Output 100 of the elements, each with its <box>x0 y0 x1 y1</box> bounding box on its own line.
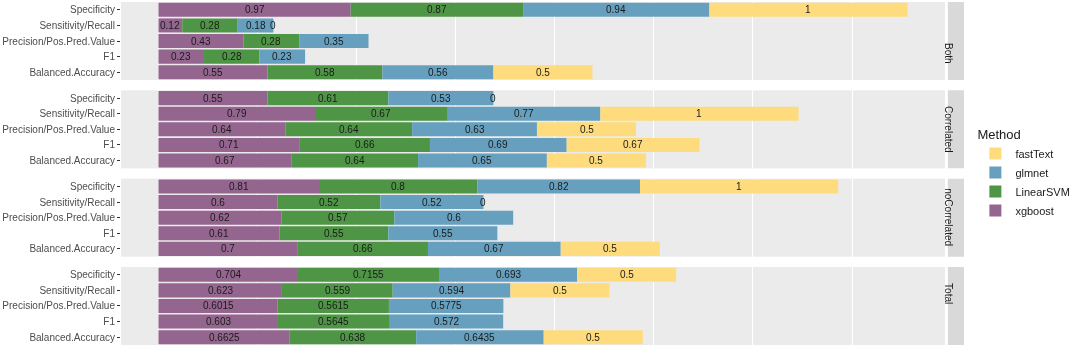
data-label: 0.6015 <box>203 300 235 311</box>
bar <box>640 179 839 194</box>
data-label: 0.52 <box>422 197 442 208</box>
y-tick-label: Balanced.Accuracy <box>29 66 115 78</box>
data-label: 0.559 <box>325 285 351 296</box>
data-label: 0.6 <box>447 212 462 223</box>
data-label: 0.5645 <box>318 316 350 327</box>
bar <box>297 241 428 256</box>
data-label: 0.67 <box>484 243 504 254</box>
y-tick-label: Specificity <box>69 269 115 281</box>
data-label: 0.55 <box>203 93 223 104</box>
data-label: 0.87 <box>427 4 447 15</box>
data-label: 0.594 <box>439 285 465 296</box>
legend-title: Method <box>977 126 1021 142</box>
legend-label: glmnet <box>1015 166 1049 179</box>
text: Total <box>942 283 954 305</box>
bar <box>388 298 504 314</box>
data-label: 0.5 <box>586 332 601 343</box>
data-label: 0.28 <box>261 36 281 47</box>
bar <box>158 298 278 314</box>
data-label: 0.5 <box>603 243 618 254</box>
data-label: 0.5 <box>553 285 568 296</box>
bar <box>493 65 593 80</box>
y-tick-label: F1 <box>103 227 116 239</box>
bar <box>418 153 547 168</box>
data-label: 0.623 <box>208 285 234 296</box>
y-tick-label: Precision/Pos.Pred.Value <box>2 212 116 224</box>
data-label: 0.67 <box>215 155 235 166</box>
bar <box>546 153 646 168</box>
y-tick-label: Sensitivity/Recall <box>39 19 115 31</box>
data-label: 0.55 <box>203 67 223 78</box>
y-tick-label: Balanced.Accuracy <box>29 331 115 343</box>
data-label: 0.23 <box>171 51 191 62</box>
y-tick-label: F1 <box>103 316 116 328</box>
data-label: 1 <box>736 181 742 192</box>
y-tick-label: Balanced.Accuracy <box>29 155 115 167</box>
data-label: 0.67 <box>371 108 391 119</box>
bar <box>277 298 389 314</box>
data-label: 0.79 <box>227 108 247 119</box>
data-label: 0.12 <box>160 20 180 31</box>
data-label: 0.572 <box>434 316 460 327</box>
data-label: 0.603 <box>206 316 232 327</box>
data-label: 1 <box>696 108 702 119</box>
bar <box>382 65 494 80</box>
bar <box>299 137 430 152</box>
y-tick-label: F1 <box>103 139 116 151</box>
legend-label: LinearSVM <box>1015 185 1070 198</box>
data-label: 0.64 <box>345 155 365 166</box>
y-tick-label: Sensitivity/Recall <box>39 108 115 120</box>
data-label: 0.43 <box>191 36 211 47</box>
data-label: 0.5 <box>580 124 595 135</box>
y-tick-label: Precision/Pos.Pred.Value <box>2 300 116 312</box>
bar <box>318 179 478 194</box>
data-label: 0.63 <box>465 124 485 135</box>
data-label: 0 <box>270 20 276 31</box>
data-label: 0.35 <box>324 36 344 47</box>
data-label: 0.61 <box>318 93 338 104</box>
data-label: 0.66 <box>355 139 375 150</box>
data-label: 0.638 <box>340 332 366 343</box>
bar <box>158 137 300 152</box>
data-label: 0 <box>480 197 486 208</box>
y-tick-label: Specificity <box>69 92 115 104</box>
bar <box>523 2 710 17</box>
data-label: 0.5 <box>536 67 551 78</box>
data-label: 0.55 <box>433 228 453 239</box>
data-label: 0.7155 <box>353 269 385 280</box>
bar <box>543 330 643 345</box>
text: Both <box>942 43 954 64</box>
bar <box>267 65 383 80</box>
data-label: 0.18 <box>246 20 266 31</box>
data-label: 0.8 <box>391 181 406 192</box>
data-label: 0.5775 <box>431 300 463 311</box>
bar <box>560 241 660 256</box>
data-label: 0.7 <box>221 243 236 254</box>
data-label: 0.53 <box>431 93 451 104</box>
data-label: 0.52 <box>319 197 339 208</box>
data-label: 0.65 <box>472 155 492 166</box>
bar <box>429 137 567 152</box>
bar <box>709 2 908 17</box>
text: noCorrelated <box>943 188 955 247</box>
bar <box>427 241 561 256</box>
data-label: 0.5615 <box>318 300 350 311</box>
data-label: 0.23 <box>272 51 292 62</box>
data-label: 0.82 <box>549 181 569 192</box>
data-label: 0.55 <box>324 228 344 239</box>
bar <box>299 33 369 49</box>
data-label: 0.693 <box>496 269 522 280</box>
bar <box>566 137 700 152</box>
data-label: 0.5 <box>620 269 635 280</box>
data-label: 0.94 <box>606 4 626 15</box>
data-label: 0.97 <box>245 4 265 15</box>
y-tick-label: F1 <box>103 51 116 63</box>
bar <box>158 195 278 210</box>
legend-label: fastText <box>1015 147 1054 160</box>
data-label: 0.28 <box>222 51 242 62</box>
y-tick-label: Balanced.Accuracy <box>29 243 115 255</box>
data-label: 0.64 <box>339 124 359 135</box>
data-label: 0.6625 <box>209 332 241 343</box>
data-label: 0.56 <box>428 67 448 78</box>
data-label: 0.6 <box>211 197 226 208</box>
